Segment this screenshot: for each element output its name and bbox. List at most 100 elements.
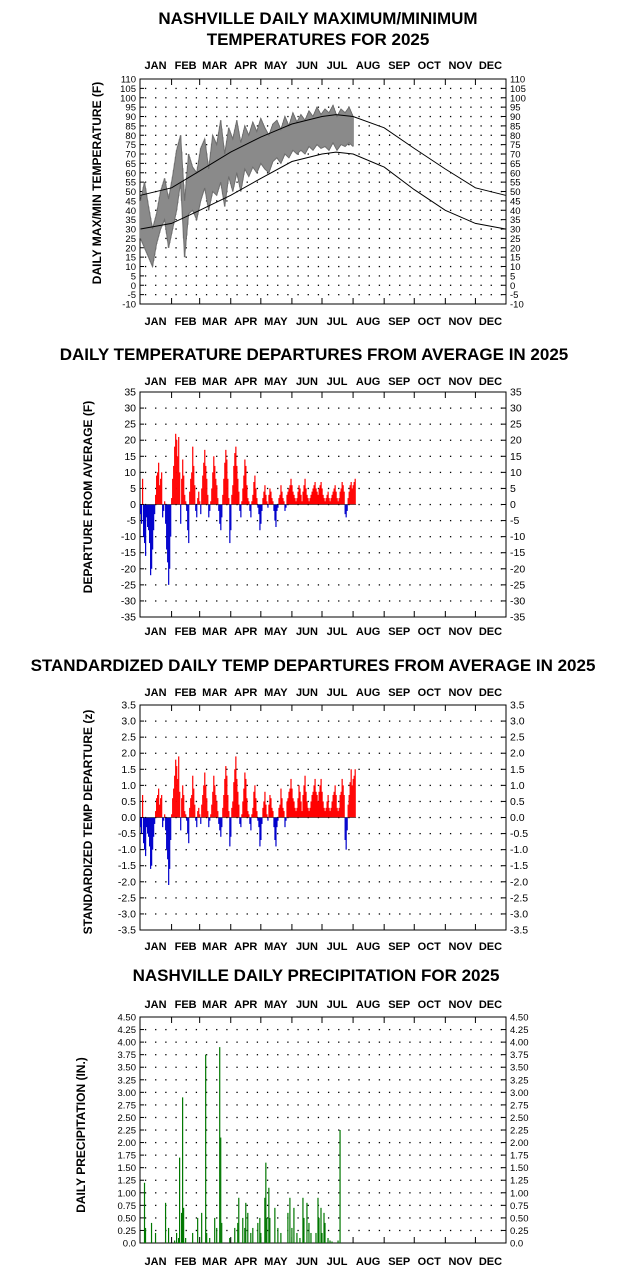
departure-grid-dot <box>490 519 492 522</box>
standardized-grid-dot <box>144 800 147 803</box>
departure-bar <box>247 498 249 505</box>
standardized-grid-dot <box>490 865 492 867</box>
departure-grid-dot <box>287 552 289 554</box>
departure-grid-dot <box>144 600 147 602</box>
departure-grid-dot <box>317 439 320 441</box>
precip-grid-dot <box>256 1167 259 1169</box>
departure-bar <box>306 494 308 505</box>
standardized-bar <box>221 817 223 828</box>
departure-bar <box>302 491 304 505</box>
standardized-grid-dot <box>500 768 503 770</box>
precip-grid-dot <box>277 1179 279 1181</box>
standardized-bar <box>319 785 321 818</box>
maxmin-grid-dot <box>449 209 452 211</box>
precip-grid-dot <box>500 1028 503 1031</box>
departure-grid-dot <box>144 423 147 425</box>
precip-ytick-label-left: 1.75 <box>118 1151 137 1162</box>
precip-grid-dot <box>338 1104 340 1106</box>
standardized-ytick-label-right: -3.0 <box>510 908 528 920</box>
departure-grid-dot <box>175 568 177 570</box>
maxmin-grid-dot <box>144 172 147 174</box>
maxmin-grid-dot <box>368 200 370 202</box>
maxmin-grid-dot <box>409 162 411 165</box>
precip-ytick-label-left: 3.50 <box>118 1063 137 1074</box>
departure-grid-dot <box>449 455 452 457</box>
maxmin-grid-dot <box>429 115 431 118</box>
departure-bar <box>327 491 329 505</box>
departure-grid-dot <box>368 439 370 441</box>
standardized-grid-dot <box>307 752 309 754</box>
standardized-month-label-top: JUN <box>296 687 318 699</box>
maxmin-grid-dot <box>216 265 218 268</box>
departure-grid-dot <box>317 552 320 554</box>
standardized-grid-dot <box>500 720 503 722</box>
standardized-grid-dot <box>256 736 259 738</box>
precip-grid-dot <box>500 1066 503 1068</box>
precip-grid-dot <box>216 1129 218 1131</box>
maxmin-grid-dot <box>500 228 503 230</box>
maxmin-grid-dot <box>388 115 391 118</box>
maxmin-grid-dot <box>378 153 381 155</box>
departure-bar <box>346 504 348 511</box>
maxmin-grid-dot <box>378 228 381 230</box>
maxmin-month-label-top: SEP <box>388 60 410 72</box>
departure-bar <box>216 485 218 505</box>
precip-grid-dot <box>317 1041 320 1043</box>
series-line-observed_low <box>140 141 354 269</box>
departure-grid-dot <box>185 455 187 457</box>
maxmin-grid-dot <box>155 256 157 258</box>
maxmin-grid-dot <box>195 237 198 240</box>
standardized-bar <box>346 817 348 831</box>
maxmin-grid-dot <box>368 190 370 193</box>
departure-bar <box>179 472 181 505</box>
maxmin-grid-dot <box>460 162 462 165</box>
precip-grid-dot <box>256 1066 259 1068</box>
departure-grid-dot <box>439 471 442 474</box>
standardized-grid-dot <box>449 784 452 787</box>
standardized-bar <box>349 782 351 818</box>
standardized-grid-dot <box>165 768 167 770</box>
departure-grid-dot <box>388 536 391 538</box>
maxmin-grid-dot <box>399 153 401 155</box>
precip-month-label-bottom: NOV <box>448 1256 473 1268</box>
maxmin-grid-dot <box>500 284 503 286</box>
standardized-ytick-label-left: 1.5 <box>121 764 136 776</box>
standardized-grid-dot <box>490 897 492 899</box>
departure-grid-dot <box>165 568 167 570</box>
maxmin-grid-dot <box>287 172 289 174</box>
maxmin-grid-dot <box>256 237 259 240</box>
maxmin-ytick-label-left: 80 <box>125 131 136 142</box>
precip-grid-dot <box>195 1079 198 1081</box>
departure-grid-dot <box>155 584 157 586</box>
precip-grid-dot <box>378 1204 381 1207</box>
departure-grid-dot <box>470 407 472 409</box>
standardized-grid-dot <box>470 784 472 787</box>
standardized-bar <box>286 801 288 818</box>
departure-bar <box>184 494 186 505</box>
standardized-grid-dot <box>205 736 208 738</box>
precip-grid-dot <box>460 1217 462 1219</box>
maxmin-grid-dot <box>439 200 442 202</box>
standardized-grid-dot <box>307 849 309 851</box>
maxmin-grid-dot <box>216 219 218 221</box>
departure-grid-dot <box>419 600 421 602</box>
departure-grid-dot <box>490 568 492 570</box>
standardized-grid-dot <box>399 752 401 754</box>
precip-grid-dot <box>368 1079 370 1081</box>
standardized-grid-dot <box>399 881 401 883</box>
precip-ytick-label-left: 4.00 <box>118 1038 137 1049</box>
maxmin-grid-dot <box>470 265 472 268</box>
precip-grid-dot <box>338 1192 340 1194</box>
precip-grid-dot <box>358 1141 360 1144</box>
standardized-grid-dot <box>216 832 218 835</box>
departure-grid-dot <box>246 471 248 474</box>
maxmin-grid-dot <box>348 144 350 146</box>
maxmin-grid-dot <box>205 125 208 127</box>
departure-ytick-label-right: 30 <box>510 403 522 415</box>
standardized-bar <box>261 817 263 824</box>
departure-grid-dot <box>490 584 492 586</box>
departure-bar <box>350 482 352 505</box>
standardized-bar <box>328 807 330 818</box>
maxmin-grid-dot <box>368 219 370 221</box>
maxmin-grid-dot <box>216 115 218 118</box>
